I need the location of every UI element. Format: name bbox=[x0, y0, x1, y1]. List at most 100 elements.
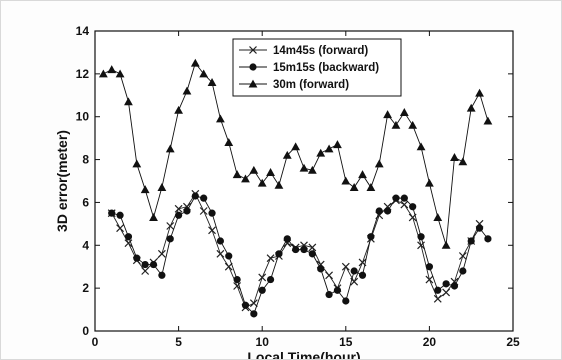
data-point bbox=[157, 249, 166, 258]
data-point bbox=[108, 209, 116, 217]
data-point bbox=[433, 213, 443, 221]
x-tick-label: 20 bbox=[423, 335, 437, 349]
data-point bbox=[308, 243, 317, 252]
data-point bbox=[216, 114, 225, 123]
data-point bbox=[216, 249, 225, 258]
data-point bbox=[116, 211, 124, 219]
data-point bbox=[483, 116, 493, 125]
legend-item: 14m45s (forward) bbox=[239, 45, 368, 57]
data-point bbox=[442, 288, 451, 297]
data-point bbox=[149, 260, 158, 269]
data-point bbox=[191, 192, 199, 200]
data-point bbox=[250, 310, 258, 318]
data-point bbox=[233, 282, 242, 290]
data-point bbox=[441, 240, 451, 249]
data-point bbox=[324, 144, 334, 153]
y-tick-label: 2 bbox=[82, 281, 89, 295]
data-point bbox=[98, 69, 108, 78]
data-point bbox=[399, 108, 409, 116]
data-point bbox=[124, 97, 133, 106]
data-point bbox=[174, 204, 183, 213]
data-point bbox=[458, 252, 467, 260]
y-tick-label: 8 bbox=[82, 153, 89, 167]
data-point bbox=[442, 280, 450, 288]
data-point bbox=[299, 163, 309, 172]
data-point bbox=[207, 78, 217, 86]
y-tick-label: 0 bbox=[82, 324, 89, 338]
data-point bbox=[208, 209, 216, 217]
data-point bbox=[358, 271, 367, 279]
data-point bbox=[199, 207, 208, 215]
data-point bbox=[266, 275, 275, 284]
data-point bbox=[216, 237, 224, 245]
legend-item: 30m (forward) bbox=[239, 79, 349, 91]
data-point bbox=[325, 290, 333, 299]
series-3 bbox=[98, 58, 493, 249]
data-point bbox=[450, 282, 459, 290]
data-point bbox=[467, 237, 475, 245]
data-point bbox=[225, 252, 233, 260]
data-point bbox=[425, 263, 433, 271]
data-point bbox=[466, 103, 476, 112]
data-point bbox=[416, 142, 426, 151]
data-point bbox=[175, 211, 183, 219]
data-point bbox=[266, 168, 275, 176]
data-point bbox=[208, 226, 216, 235]
data-point bbox=[350, 267, 358, 275]
x-tick-label: 25 bbox=[506, 335, 520, 349]
data-point bbox=[133, 254, 141, 262]
data-point bbox=[391, 120, 401, 129]
data-point bbox=[282, 150, 292, 159]
data-point bbox=[233, 275, 241, 284]
data-point bbox=[384, 207, 392, 215]
data-point bbox=[140, 185, 150, 194]
data-point bbox=[275, 250, 283, 258]
y-tick-label: 6 bbox=[82, 195, 89, 209]
y-tick-label: 12 bbox=[76, 67, 90, 81]
data-point bbox=[190, 58, 200, 67]
data-point bbox=[132, 159, 142, 168]
data-point bbox=[317, 265, 325, 273]
data-point bbox=[333, 286, 342, 294]
data-point bbox=[182, 86, 192, 95]
data-point bbox=[107, 65, 117, 74]
data-point bbox=[292, 245, 300, 254]
data-point bbox=[141, 267, 150, 275]
data-point bbox=[199, 69, 209, 78]
data-point bbox=[475, 224, 484, 232]
data-point bbox=[434, 286, 442, 294]
data-point bbox=[417, 233, 425, 241]
x-tick-label: 10 bbox=[256, 335, 270, 349]
data-point bbox=[484, 235, 492, 243]
data-point bbox=[166, 222, 175, 230]
data-point bbox=[291, 142, 301, 151]
data-point bbox=[124, 239, 133, 248]
legend-marker bbox=[248, 79, 258, 88]
data-point bbox=[300, 245, 308, 254]
data-point bbox=[116, 224, 125, 233]
x-tick-label: 5 bbox=[175, 335, 182, 349]
y-tick-label: 4 bbox=[82, 238, 89, 252]
legend-item: 15m15s (backward) bbox=[239, 62, 379, 74]
series-line bbox=[111, 195, 489, 315]
data-point bbox=[349, 183, 359, 191]
data-point bbox=[224, 262, 233, 271]
series-2 bbox=[108, 192, 492, 318]
y-axis-label: 3D error(meter) bbox=[54, 130, 70, 232]
data-point bbox=[358, 170, 367, 179]
data-point bbox=[249, 299, 258, 308]
data-point bbox=[124, 233, 133, 241]
data-point bbox=[417, 241, 425, 250]
data-point bbox=[342, 297, 350, 305]
data-point bbox=[258, 286, 266, 294]
data-point bbox=[241, 301, 250, 309]
data-point bbox=[383, 110, 392, 119]
data-point bbox=[409, 203, 417, 211]
data-point bbox=[174, 105, 183, 114]
data-point bbox=[374, 159, 384, 168]
data-point bbox=[433, 294, 442, 303]
data-point bbox=[200, 194, 208, 202]
data-point bbox=[283, 235, 291, 243]
